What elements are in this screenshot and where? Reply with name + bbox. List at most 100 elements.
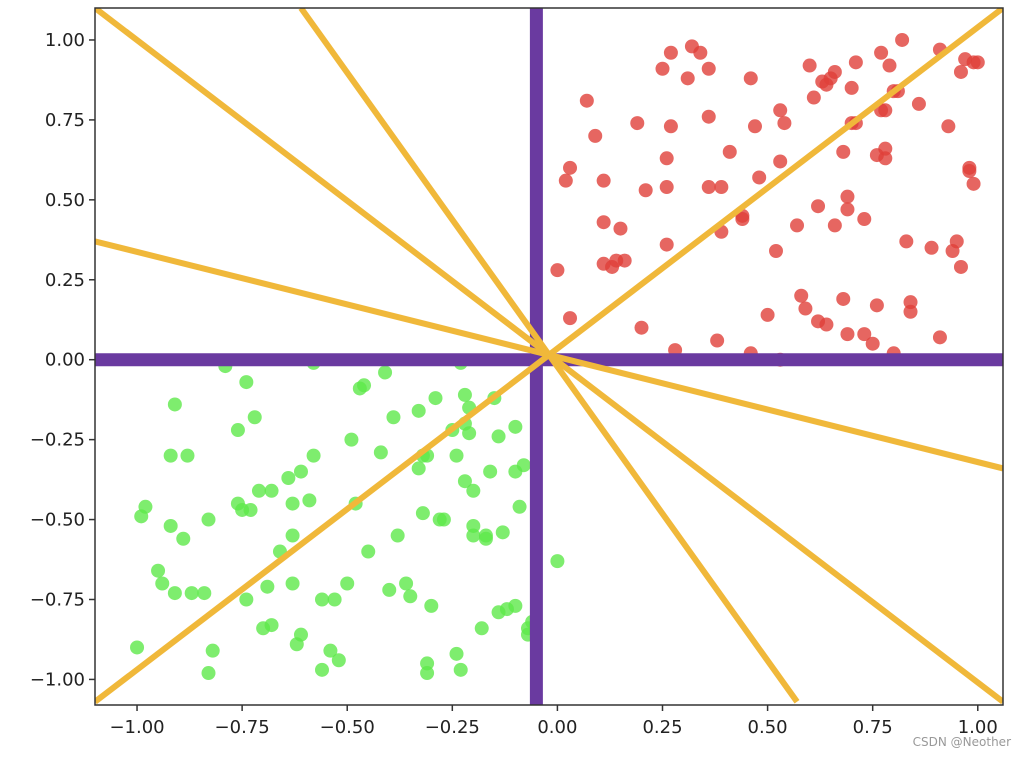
axes: −1.00 −0.75 −0.50 −0.25 0.00 0.25 0.50 0.75 1.00…: [30, 7, 1004, 738]
red-point: [773, 154, 788, 169]
green-point: [491, 429, 506, 444]
red-point: [710, 333, 725, 348]
plot-content: [95, 8, 1003, 705]
red-point: [794, 288, 809, 303]
green-point: [512, 499, 527, 514]
green-point: [420, 656, 435, 671]
red-point: [579, 93, 594, 108]
green-point: [285, 576, 300, 591]
green-point: [285, 496, 300, 511]
red-point: [634, 320, 649, 335]
red-point: [811, 199, 826, 214]
green-point: [415, 506, 430, 521]
red-point: [693, 45, 708, 60]
red-point: [596, 173, 611, 188]
green-point: [457, 474, 472, 489]
green-point: [340, 576, 355, 591]
green-point: [516, 458, 531, 473]
decision-line: [95, 238, 1003, 472]
green-point: [466, 528, 481, 543]
red-point: [857, 212, 872, 227]
red-point: [605, 259, 620, 274]
green-point: [239, 375, 254, 390]
red-point: [773, 103, 788, 118]
green-point: [357, 378, 372, 393]
red-point: [563, 160, 578, 175]
red-point: [827, 218, 842, 233]
red-point: [769, 243, 783, 258]
green-point: [428, 391, 443, 406]
x-tick-label: 0.00: [537, 717, 577, 738]
green-point: [176, 531, 191, 546]
green-point: [264, 483, 279, 498]
red-point: [836, 144, 851, 159]
green-point: [167, 397, 182, 412]
green-point: [167, 586, 182, 601]
red-point: [941, 119, 956, 134]
green-point: [163, 518, 178, 533]
green-point: [361, 544, 376, 559]
red-point: [924, 240, 939, 255]
red-point: [630, 116, 645, 131]
plot-area: [95, 8, 1003, 705]
red-point: [874, 45, 889, 60]
red-point: [827, 64, 842, 79]
red-point: [747, 119, 762, 134]
red-point: [798, 301, 813, 316]
green-point: [462, 426, 477, 441]
green-point: [201, 666, 216, 681]
green-point: [508, 598, 523, 613]
red-point: [840, 202, 855, 217]
red-point: [878, 103, 893, 118]
green-point: [399, 576, 414, 591]
green-point: [382, 582, 397, 597]
y-tick-label: 1.00: [45, 30, 85, 51]
red-point: [777, 116, 792, 131]
x-tick-label: −0.25: [425, 717, 480, 738]
red-point: [878, 151, 893, 166]
red-point: [701, 109, 716, 124]
red-point: [953, 259, 968, 274]
red-point: [970, 55, 985, 70]
red-point: [882, 58, 897, 73]
y-tick-label: 0.50: [45, 190, 85, 211]
green-point: [293, 464, 308, 479]
green-point: [134, 509, 149, 524]
green-point: [281, 470, 296, 485]
red-point: [722, 144, 737, 159]
green-point: [478, 528, 493, 543]
green-point: [163, 448, 178, 463]
red-point: [752, 170, 767, 185]
red-point: [836, 291, 851, 306]
red-point: [869, 298, 884, 313]
green-point: [184, 586, 199, 601]
red-point: [558, 173, 573, 188]
red-point: [878, 141, 893, 156]
green-point: [466, 483, 481, 498]
y-tick-label: 0.75: [45, 110, 85, 131]
red-point: [701, 180, 716, 195]
red-point: [701, 61, 716, 76]
green-point: [453, 662, 468, 677]
x-tick-label: 0.25: [642, 717, 682, 738]
green-point: [457, 387, 472, 402]
red-point: [819, 317, 834, 332]
red-point: [966, 176, 981, 191]
green-point: [424, 598, 439, 613]
x-tick-label: 1.00: [958, 717, 998, 738]
red-point: [840, 189, 855, 204]
green-point: [411, 403, 426, 418]
red-point: [802, 58, 817, 73]
green-point: [331, 653, 346, 668]
green-point: [432, 512, 447, 527]
red-point: [903, 304, 918, 319]
red-point: [857, 327, 872, 342]
red-point: [680, 71, 695, 86]
green-point: [420, 666, 435, 681]
red-point: [659, 237, 674, 252]
green-point: [243, 502, 258, 517]
green-point: [474, 621, 489, 636]
red-point: [806, 90, 821, 105]
red-point: [743, 71, 758, 86]
red-point: [895, 32, 910, 47]
